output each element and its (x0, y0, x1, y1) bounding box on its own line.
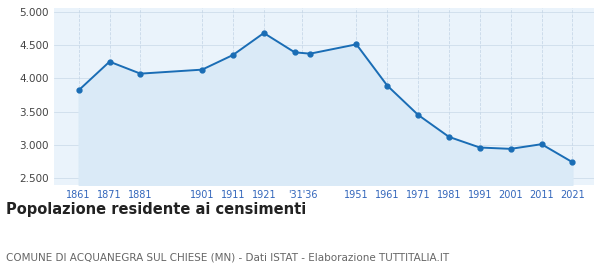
Text: Popolazione residente ai censimenti: Popolazione residente ai censimenti (6, 202, 306, 217)
Text: COMUNE DI ACQUANEGRA SUL CHIESE (MN) - Dati ISTAT - Elaborazione TUTTITALIA.IT: COMUNE DI ACQUANEGRA SUL CHIESE (MN) - D… (6, 252, 449, 262)
